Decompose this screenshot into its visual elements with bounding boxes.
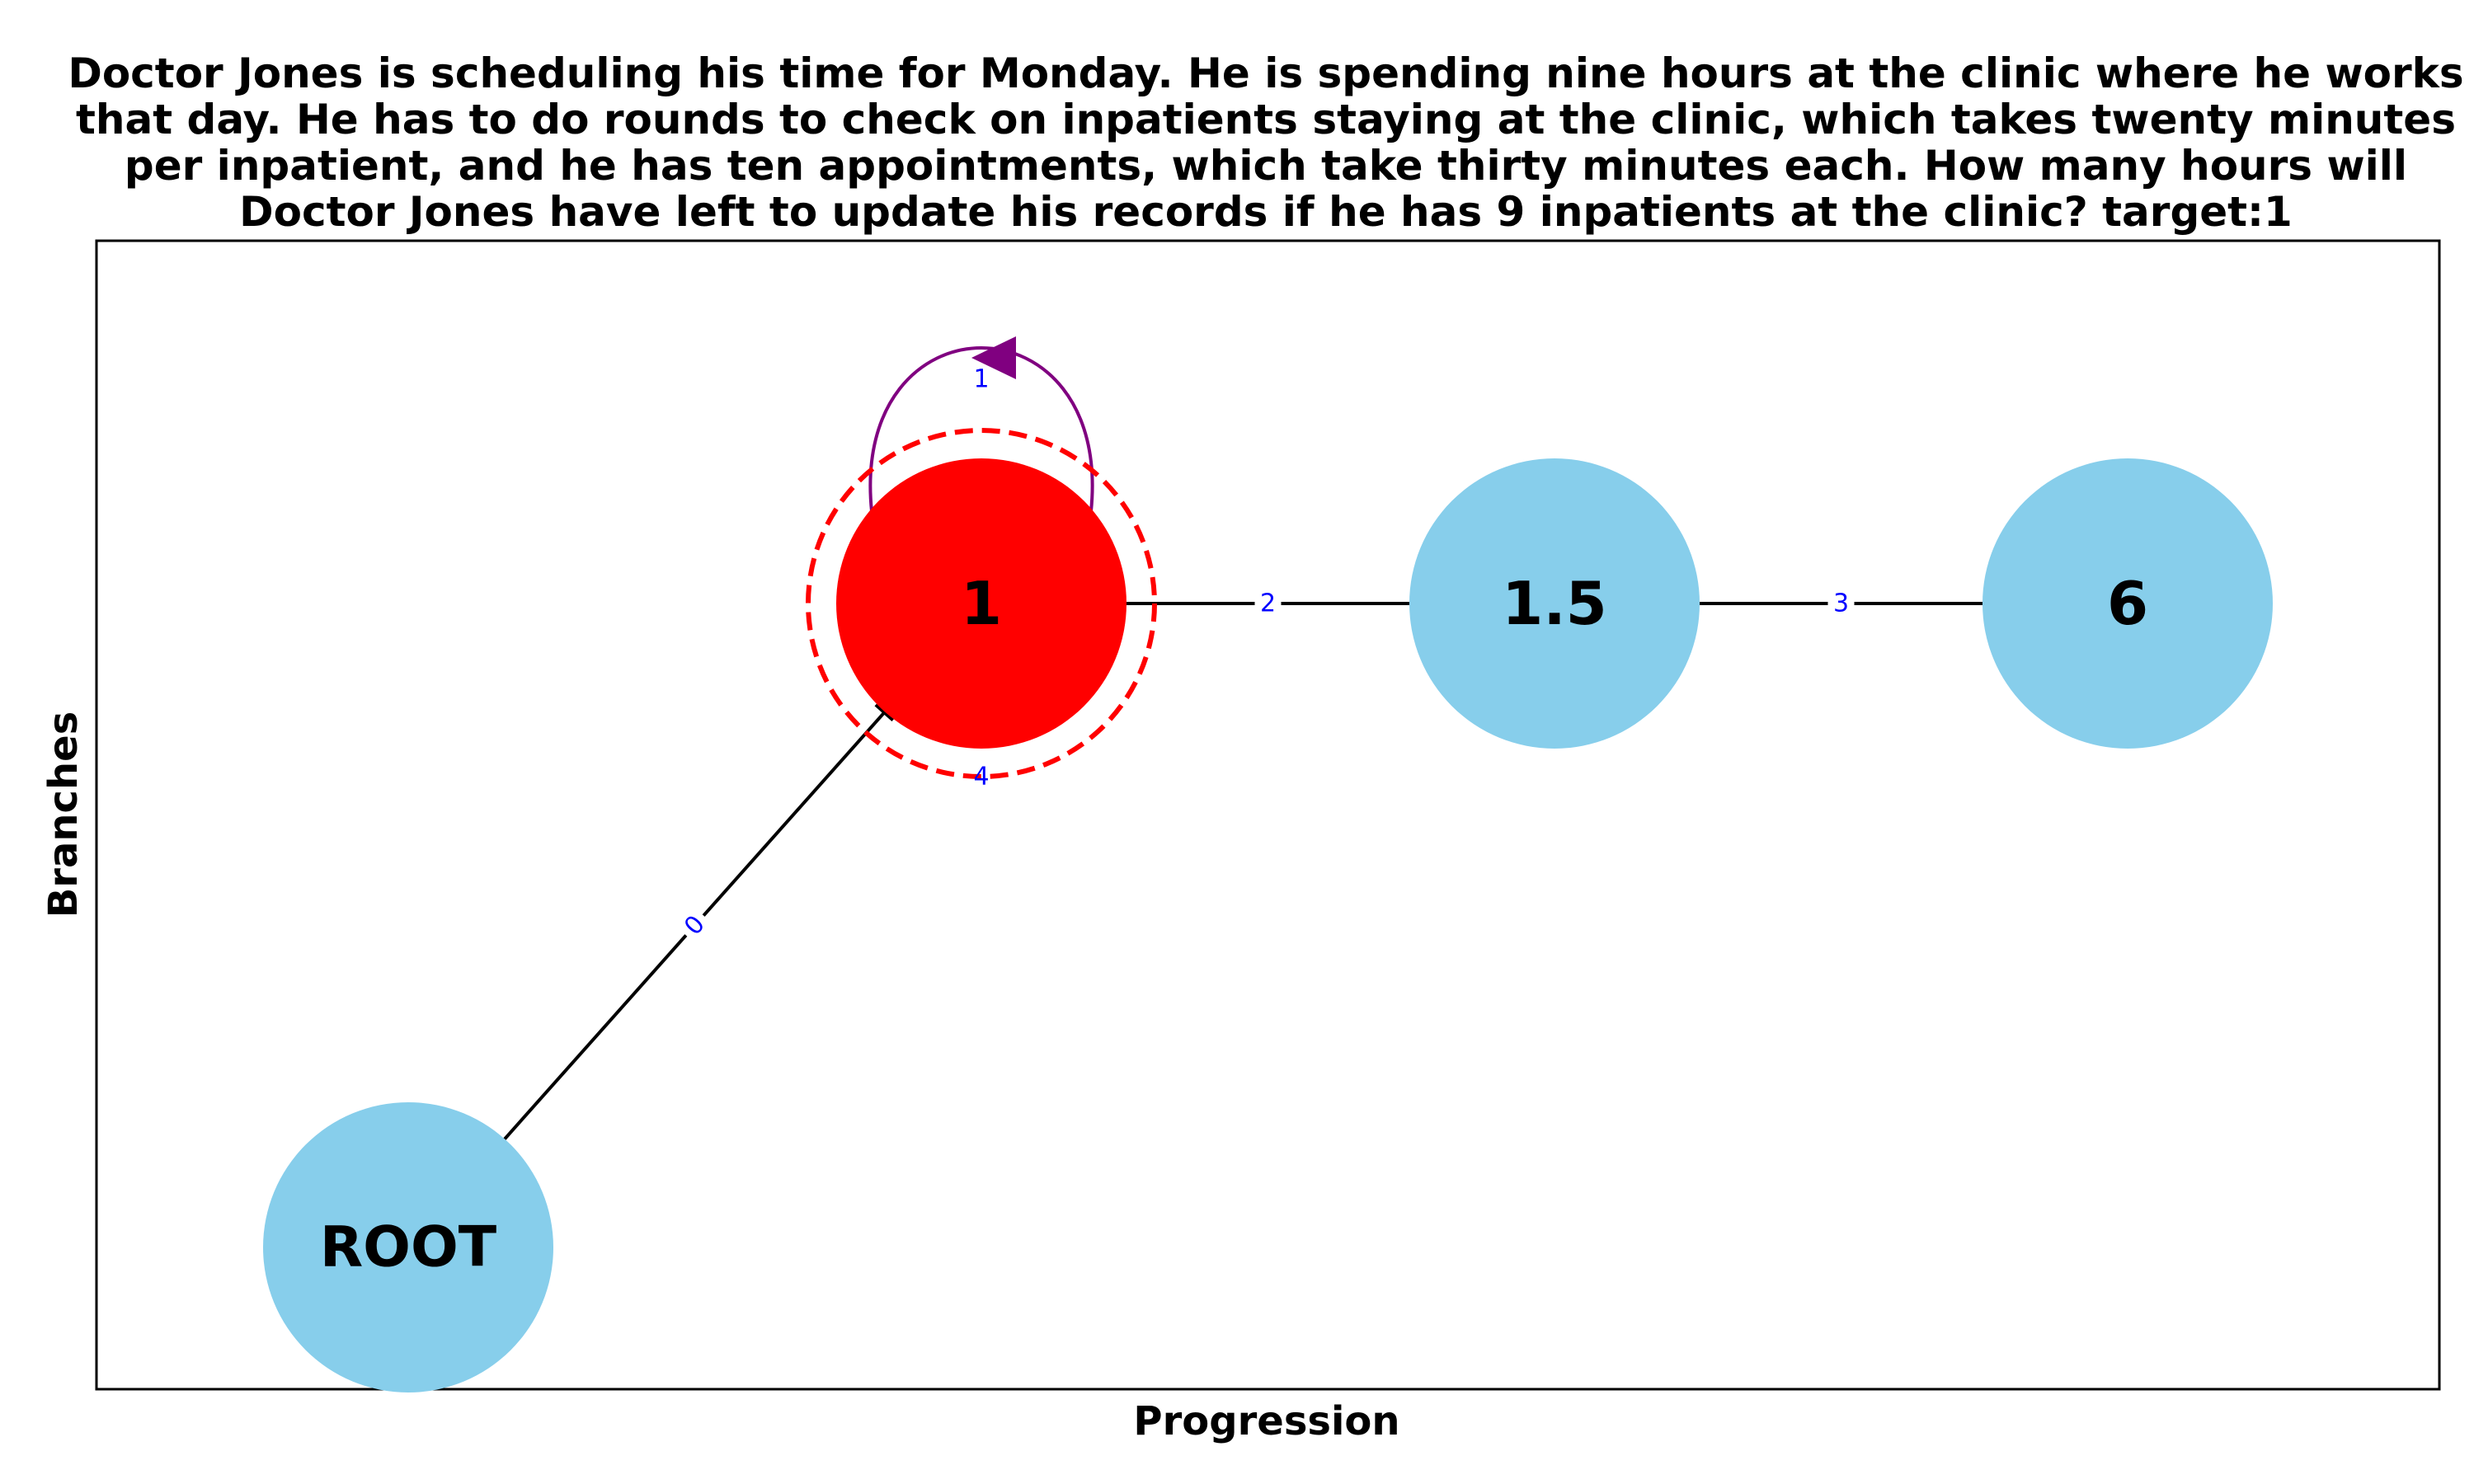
self-loop-edge — [868, 346, 1094, 512]
self-loop-arrowhead — [971, 336, 1016, 379]
nodes-layer: ROOT 1 1.5 6 — [263, 458, 2273, 1392]
y-axis-label: Branches — [40, 711, 87, 918]
highlight-ring — [806, 428, 1157, 779]
title-line-1: Doctor Jones is scheduling his time for … — [68, 49, 2463, 97]
edge-label-4: 4 — [973, 763, 989, 791]
edge-label-4-text: 4 — [973, 763, 989, 791]
edge-label-1-text: 1 — [973, 365, 989, 394]
edge-label-1: 1 — [973, 365, 989, 394]
edge-label-bg-3 — [1827, 590, 1855, 617]
edge-label-3: 3 — [1833, 589, 1849, 618]
diagram-title: Doctor Jones is scheduling his time for … — [68, 49, 2463, 236]
plot-frame — [95, 239, 2441, 1391]
edge-label-2-text: 2 — [1260, 589, 1276, 618]
node-n15: 1.5 — [1409, 458, 1700, 749]
node-n1: 1 — [836, 458, 1126, 749]
edges-layer — [503, 336, 1982, 1140]
node-root: ROOT — [263, 1102, 553, 1392]
edge-arrowhead-root-n1 — [874, 702, 896, 722]
title-line-3: per inpatient, and he has ten appointmen… — [125, 142, 2407, 190]
edge-label-bg-2 — [1254, 590, 1282, 617]
x-axis-label: Progression — [1133, 1398, 1399, 1444]
edge-label-bg-0 — [675, 906, 714, 945]
edge-label-3-text: 3 — [1833, 589, 1849, 618]
node-circle-n1 — [836, 458, 1126, 749]
node-circle-n15 — [1409, 458, 1700, 749]
node-circle-n6 — [1982, 458, 2273, 749]
title-line-2: that day. He has to do rounds to check o… — [76, 96, 2456, 143]
node-n6: 6 — [1982, 458, 2273, 749]
node-label-n6: 6 — [2107, 569, 2148, 638]
node-circle-root — [263, 1102, 553, 1392]
node-label-n15: 1.5 — [1502, 569, 1607, 638]
edge-label-2: 2 — [1260, 589, 1276, 618]
node-label-n1: 1 — [961, 569, 1002, 638]
title-line-4: Doctor Jones have left to update his rec… — [239, 188, 2293, 236]
node-label-root: ROOT — [320, 1215, 497, 1280]
